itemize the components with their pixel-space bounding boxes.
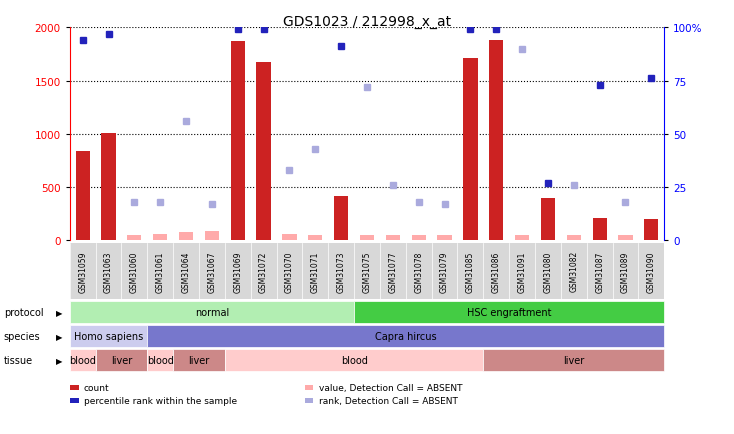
Bar bbox=[541, 198, 555, 241]
Bar bbox=[95, 349, 148, 371]
Bar bbox=[70, 349, 95, 371]
Bar bbox=[437, 235, 451, 241]
Bar bbox=[148, 349, 173, 371]
Bar bbox=[225, 349, 483, 371]
Bar bbox=[463, 59, 478, 241]
Text: ▶: ▶ bbox=[56, 332, 62, 341]
Text: species: species bbox=[4, 332, 40, 341]
Text: GSM31067: GSM31067 bbox=[208, 250, 217, 292]
Bar bbox=[644, 219, 658, 241]
Text: GSM31080: GSM31080 bbox=[543, 250, 553, 292]
Text: normal: normal bbox=[195, 308, 229, 317]
Bar bbox=[76, 151, 90, 241]
Text: GSM31063: GSM31063 bbox=[104, 250, 113, 292]
Bar bbox=[70, 326, 148, 347]
Bar bbox=[256, 63, 271, 241]
Bar bbox=[592, 219, 607, 241]
Text: tissue: tissue bbox=[4, 355, 33, 365]
Text: ▶: ▶ bbox=[56, 308, 62, 317]
Text: GSM31077: GSM31077 bbox=[388, 250, 397, 292]
Text: GSM31073: GSM31073 bbox=[337, 250, 346, 292]
Text: GDS1023 / 212998_x_at: GDS1023 / 212998_x_at bbox=[283, 15, 451, 29]
Bar bbox=[179, 232, 193, 241]
Text: GSM31070: GSM31070 bbox=[285, 250, 294, 292]
Text: liver: liver bbox=[189, 355, 210, 365]
Text: GSM31075: GSM31075 bbox=[363, 250, 371, 292]
Bar bbox=[360, 235, 374, 241]
Text: GSM31064: GSM31064 bbox=[181, 250, 191, 292]
Bar bbox=[153, 234, 167, 241]
Bar bbox=[354, 302, 664, 323]
Text: GSM31078: GSM31078 bbox=[414, 250, 424, 292]
Bar bbox=[127, 235, 142, 241]
Bar bbox=[308, 235, 322, 241]
Bar bbox=[567, 235, 581, 241]
Bar bbox=[148, 326, 664, 347]
Text: Capra hircus: Capra hircus bbox=[375, 332, 437, 341]
Text: GSM31087: GSM31087 bbox=[595, 250, 604, 292]
Text: GSM31069: GSM31069 bbox=[233, 250, 242, 292]
Text: GSM31079: GSM31079 bbox=[440, 250, 449, 292]
Text: GSM31061: GSM31061 bbox=[156, 250, 164, 292]
Text: liver: liver bbox=[111, 355, 132, 365]
Text: GSM31091: GSM31091 bbox=[517, 250, 526, 292]
Text: GSM31085: GSM31085 bbox=[466, 250, 475, 292]
Text: GSM31089: GSM31089 bbox=[621, 250, 630, 292]
Text: GSM31086: GSM31086 bbox=[492, 250, 501, 292]
Bar bbox=[173, 349, 225, 371]
Bar bbox=[412, 235, 426, 241]
Text: GSM31059: GSM31059 bbox=[78, 250, 87, 292]
Text: HSC engraftment: HSC engraftment bbox=[467, 308, 551, 317]
Text: GSM31090: GSM31090 bbox=[647, 250, 656, 292]
Bar bbox=[70, 302, 354, 323]
Text: protocol: protocol bbox=[4, 308, 43, 317]
Text: blood: blood bbox=[147, 355, 174, 365]
Text: rank, Detection Call = ABSENT: rank, Detection Call = ABSENT bbox=[319, 396, 457, 405]
Bar bbox=[483, 349, 664, 371]
Text: blood: blood bbox=[341, 355, 368, 365]
Bar bbox=[618, 235, 633, 241]
Bar bbox=[101, 134, 116, 241]
Text: percentile rank within the sample: percentile rank within the sample bbox=[84, 396, 237, 405]
Bar bbox=[515, 235, 529, 241]
Text: count: count bbox=[84, 383, 109, 392]
Bar bbox=[283, 234, 297, 241]
Text: Homo sapiens: Homo sapiens bbox=[74, 332, 143, 341]
Bar bbox=[489, 41, 504, 241]
Bar bbox=[334, 196, 348, 241]
Text: GSM31072: GSM31072 bbox=[259, 250, 268, 292]
Text: blood: blood bbox=[69, 355, 96, 365]
Text: GSM31082: GSM31082 bbox=[570, 251, 578, 292]
Bar bbox=[230, 42, 245, 241]
Text: ▶: ▶ bbox=[56, 356, 62, 365]
Text: GSM31060: GSM31060 bbox=[130, 250, 139, 292]
Bar bbox=[205, 231, 219, 241]
Text: GSM31071: GSM31071 bbox=[310, 250, 320, 292]
Text: liver: liver bbox=[563, 355, 584, 365]
Text: value, Detection Call = ABSENT: value, Detection Call = ABSENT bbox=[319, 383, 462, 392]
Bar bbox=[386, 236, 400, 241]
